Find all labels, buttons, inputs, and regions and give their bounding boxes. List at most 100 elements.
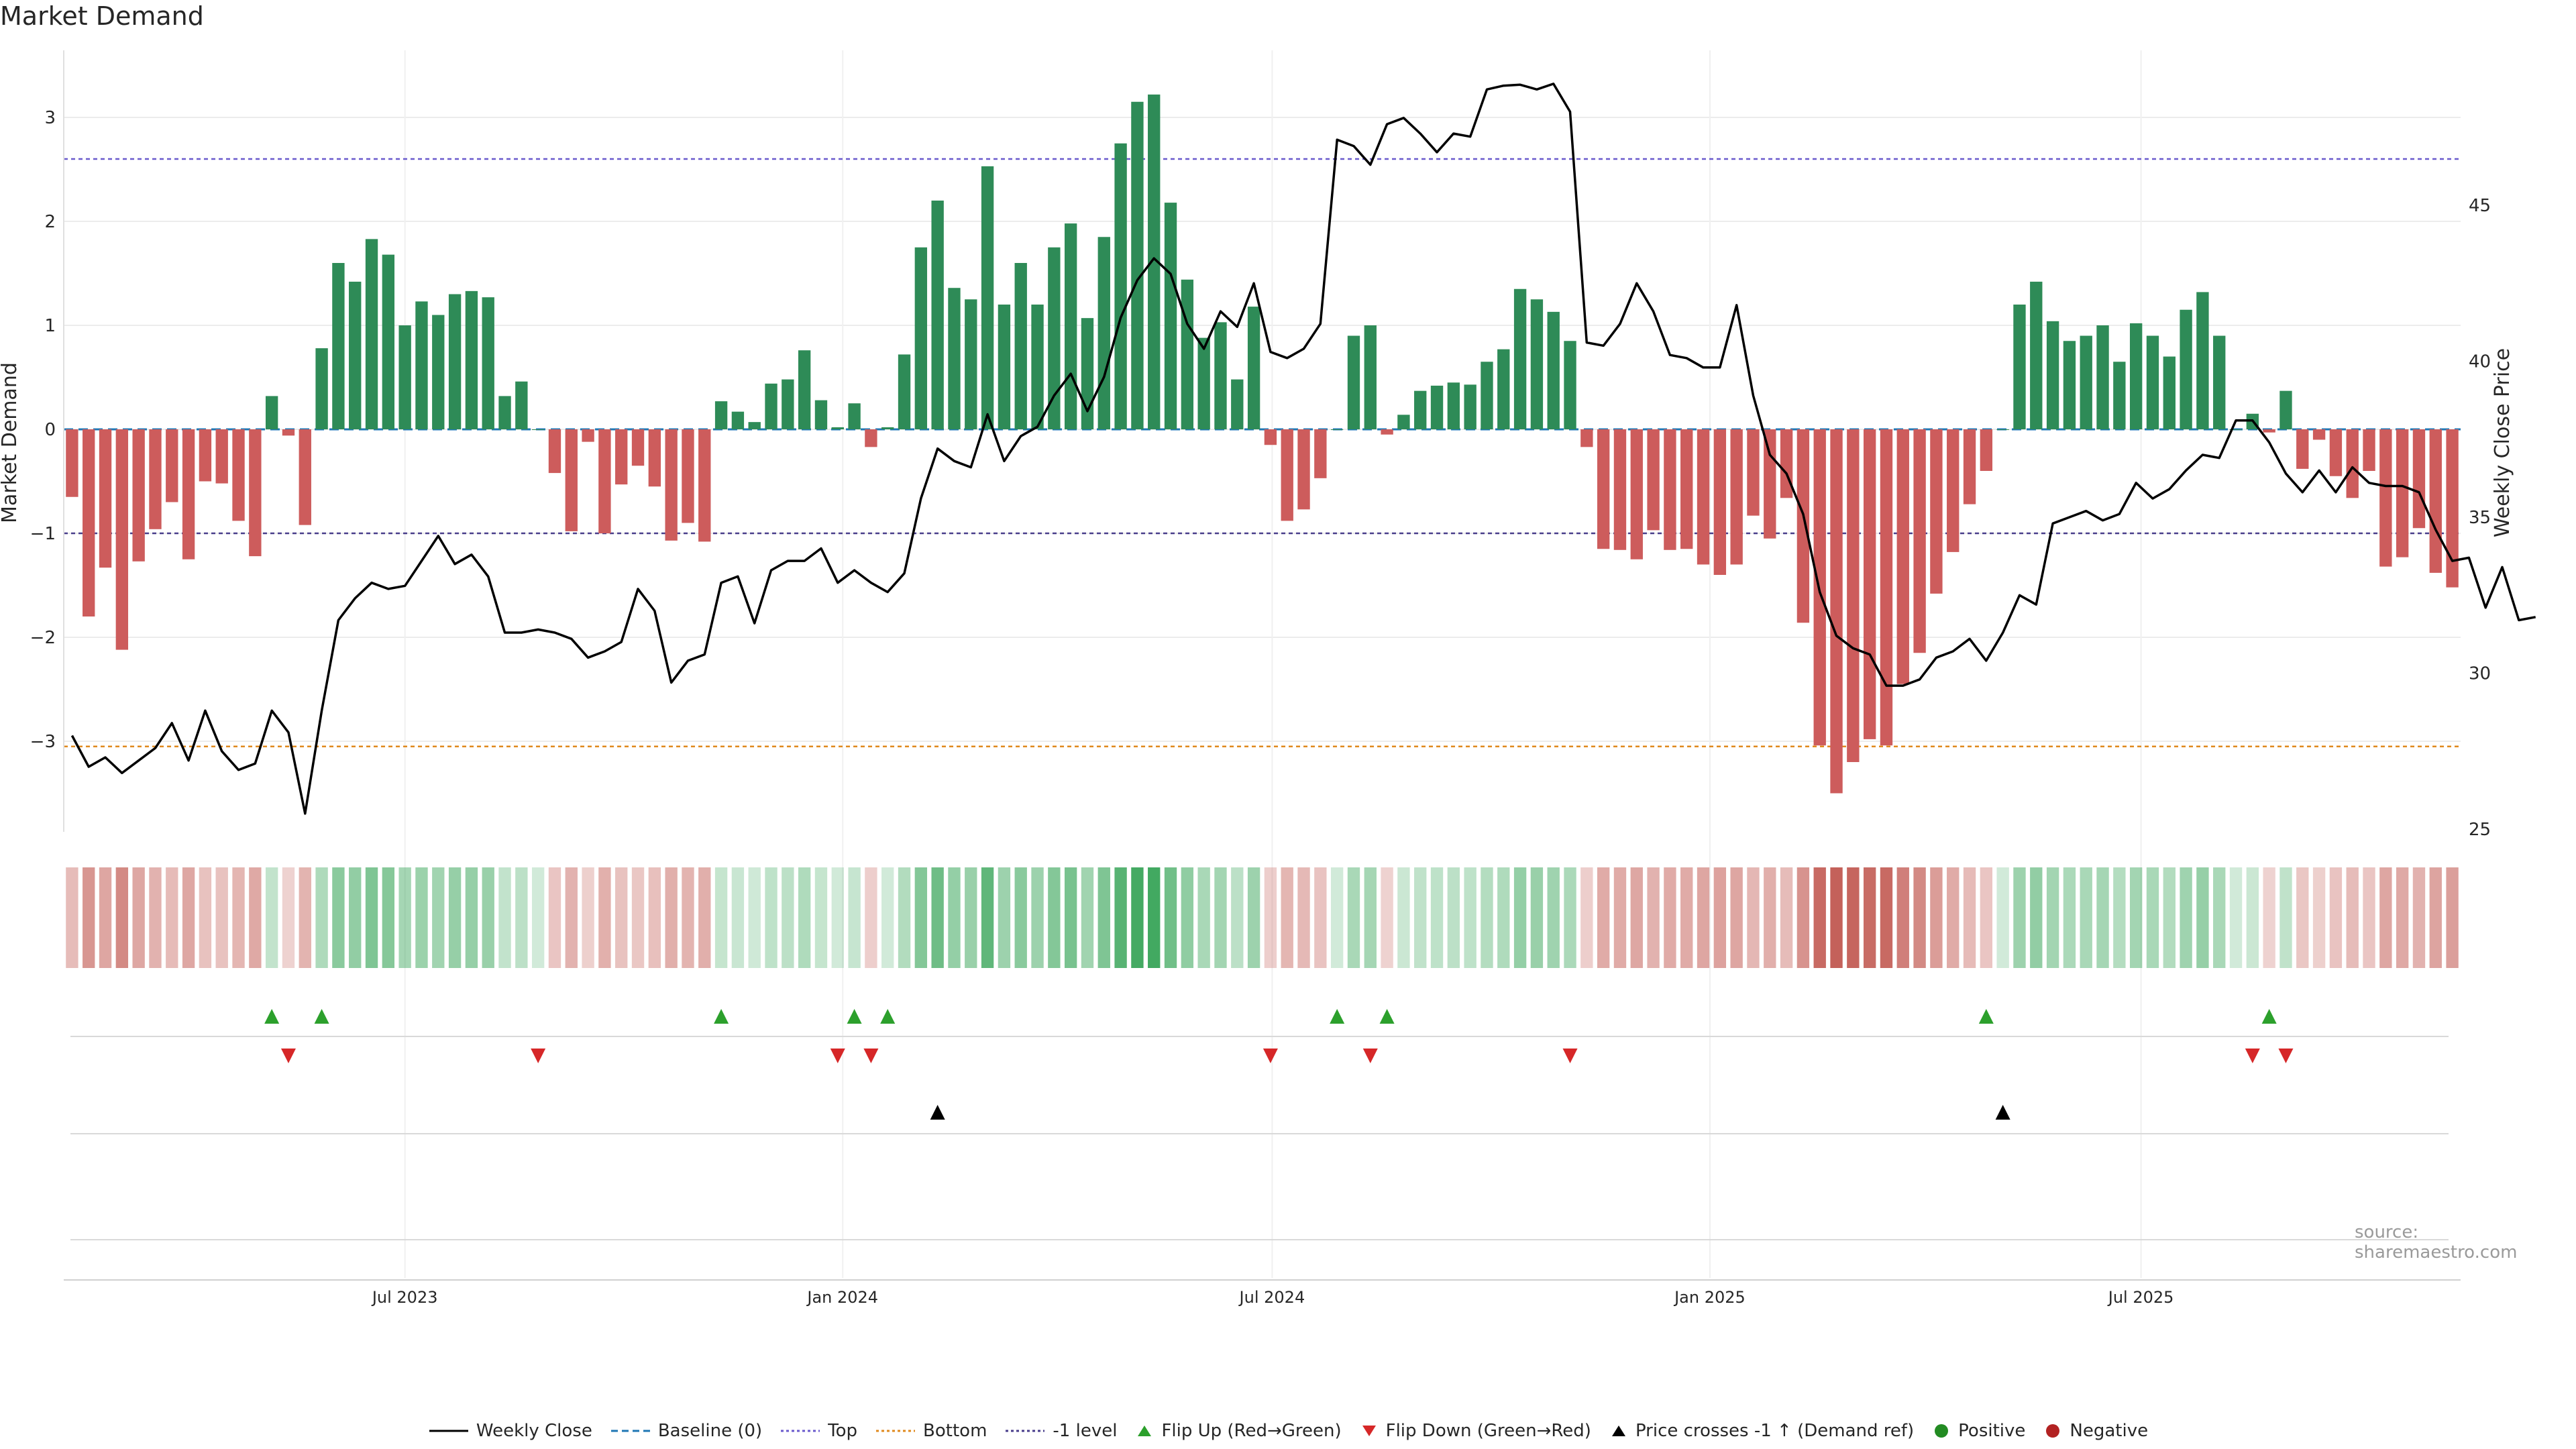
- x-tick-label: Jul 2024: [1238, 1288, 1305, 1307]
- demand-bar: [299, 429, 311, 525]
- heat-cell: [648, 867, 661, 968]
- flip-down-marker: [1362, 1049, 1378, 1063]
- flip-down-marker: [830, 1049, 845, 1063]
- demand-bar: [1264, 429, 1277, 445]
- heat-cell: [2446, 867, 2459, 968]
- heat-cell: [1830, 867, 1843, 968]
- demand-bar: [2429, 429, 2442, 573]
- heat-cell: [1813, 867, 1826, 968]
- heat-cell: [782, 867, 794, 968]
- heat-cell: [1014, 867, 1027, 968]
- demand-bar: [631, 429, 645, 466]
- heat-cell: [1580, 867, 1593, 968]
- demand-bar: [2363, 429, 2375, 471]
- heat-cell: [1364, 867, 1377, 968]
- heat-cell: [1730, 867, 1743, 968]
- demand-bar: [1297, 429, 1310, 510]
- x-tick-label: Jul 2025: [2107, 1288, 2174, 1307]
- heat-cell: [1048, 867, 1061, 968]
- demand-bar: [215, 429, 228, 484]
- heat-cell: [2346, 867, 2359, 968]
- heat-cell: [1497, 867, 1510, 968]
- demand-bar: [1214, 322, 1227, 429]
- heat-cell: [2163, 867, 2176, 968]
- heat-cell: [1031, 867, 1044, 968]
- heat-cell: [1847, 867, 1860, 968]
- heat-cell: [382, 867, 395, 968]
- y-tick-label: 3: [44, 108, 56, 128]
- heat-cell: [931, 867, 944, 968]
- demand-bar: [881, 427, 894, 429]
- demand-bar: [748, 422, 761, 429]
- demand-bar: [2163, 356, 2176, 429]
- heat-cell: [1947, 867, 1960, 968]
- heat-cell: [1647, 867, 1660, 968]
- demand-bar: [1713, 429, 1727, 575]
- legend-item: Flip Down (Green→Red): [1359, 1421, 1591, 1441]
- heat-cell: [1414, 867, 1427, 968]
- demand-bar: [1447, 382, 1460, 429]
- axes: −3 −2 −1 0 1 2 3 Jul 2023 Jan 2024 Jul 2024 Jan 20…: [0, 50, 2514, 1307]
- heat-cell: [2279, 867, 2292, 968]
- demand-bar: [1547, 311, 1560, 429]
- demand-bar: [465, 290, 478, 429]
- demand-bar: [166, 429, 178, 502]
- demand-bar: [2096, 325, 2109, 429]
- heat-cell: [731, 867, 745, 968]
- heat-cell: [199, 867, 212, 968]
- heat-cell: [115, 867, 129, 968]
- heat-cell: [1197, 867, 1210, 968]
- demand-bar: [665, 429, 678, 541]
- demand-bar: [382, 254, 395, 429]
- flip-down-marker: [1263, 1049, 1278, 1063]
- heat-cell: [565, 867, 578, 968]
- demand-bar: [1796, 429, 1810, 623]
- legend-label: Flip Down (Green→Red): [1385, 1421, 1591, 1441]
- demand-bar: [282, 429, 295, 436]
- flip-up-marker: [880, 1009, 896, 1024]
- demand-bar: [1630, 429, 1643, 559]
- demand-bar: [798, 350, 811, 429]
- legend-swatch: [1611, 1426, 1625, 1436]
- heat-cell: [2213, 867, 2226, 968]
- heat-cell: [132, 867, 145, 968]
- demand-bar: [1381, 429, 1393, 435]
- heat-cell: [1796, 867, 1810, 968]
- legend-swatch: [2046, 1424, 2060, 1438]
- demand-bar: [1580, 429, 1593, 447]
- y-tick-label: −2: [30, 628, 56, 648]
- demand-bar: [865, 429, 877, 447]
- heat-cell: [66, 867, 78, 968]
- demand-bar: [149, 429, 162, 529]
- demand-bar: [265, 396, 278, 429]
- heat-cell: [498, 867, 511, 968]
- demand-bar: [2080, 335, 2092, 429]
- heat-cell: [998, 867, 1011, 968]
- flip-up-marker: [264, 1009, 280, 1024]
- demand-bar: [1747, 429, 1760, 516]
- heat-cell: [2379, 867, 2392, 968]
- heat-cell: [1131, 867, 1144, 968]
- demand-bar: [432, 315, 445, 429]
- heat-cell: [2429, 867, 2442, 968]
- heat-cell: [2080, 867, 2092, 968]
- demand-bar: [1197, 337, 1210, 429]
- heat-cell: [682, 867, 694, 968]
- heat-cell: [1697, 867, 1710, 968]
- legend-swatch: [781, 1430, 820, 1432]
- heat-cell: [531, 867, 545, 968]
- demand-bar: [1097, 237, 1110, 429]
- heat-cell: [166, 867, 178, 968]
- demand-bar: [1347, 335, 1360, 429]
- demand-bar: [1364, 325, 1377, 429]
- demand-bar: [1164, 203, 1177, 429]
- demand-bar: [1947, 429, 1960, 552]
- demand-bar: [1564, 341, 1576, 429]
- heat-cell: [149, 867, 162, 968]
- heat-cell: [1181, 867, 1194, 968]
- demand-bar: [1863, 429, 1876, 739]
- demand-bar: [965, 299, 977, 429]
- demand-bar: [1430, 385, 1444, 429]
- heat-cell: [1913, 867, 1926, 968]
- flip-up-marker: [1978, 1009, 1994, 1024]
